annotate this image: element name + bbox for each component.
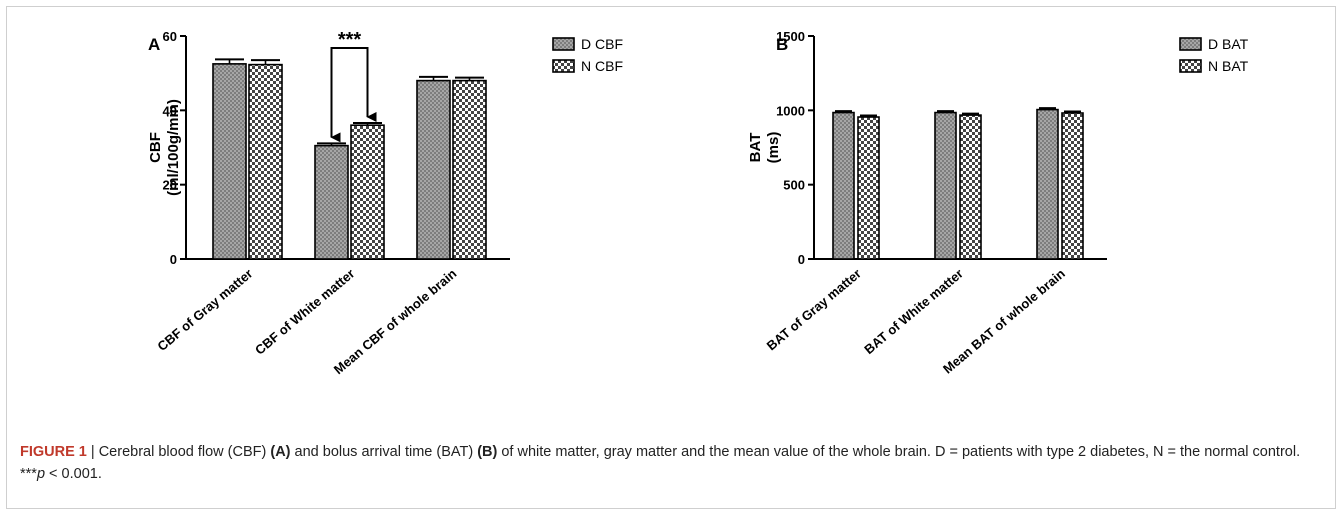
caption-ref-b: (B) bbox=[477, 444, 498, 460]
panel-label: A bbox=[148, 35, 160, 54]
caption-text-2: and bolus arrival time (BAT) bbox=[290, 444, 478, 460]
legend-swatch bbox=[1179, 37, 1202, 51]
x-tick-label: BAT of White matter bbox=[861, 266, 966, 357]
y-tick-label: 0 bbox=[170, 252, 177, 267]
bar bbox=[934, 111, 957, 260]
legend-swatch bbox=[552, 37, 575, 51]
panel-label: B bbox=[776, 35, 788, 54]
bar bbox=[452, 79, 487, 260]
caption-text-3: of white matter, gray matter and the mea… bbox=[20, 444, 1301, 482]
x-tick-label: CBF of Gray matter bbox=[154, 266, 255, 354]
bar bbox=[416, 79, 451, 260]
bar bbox=[212, 63, 247, 260]
bar bbox=[350, 124, 385, 260]
legend-swatch bbox=[552, 59, 575, 73]
y-axis-unit-label: (ms) bbox=[765, 132, 782, 164]
caption-p-symbol: p bbox=[36, 466, 46, 482]
caption-text-1: Cerebral blood flow (CBF) bbox=[98, 444, 271, 460]
caption-figure-label: FIGURE 1 bbox=[20, 444, 87, 460]
panel-b-chart: B 0 500 1000 1500 BAT (ms) BAT of Gray matterBA… bbox=[747, 29, 1249, 376]
y-tick-label: 20 bbox=[163, 178, 177, 193]
figure-caption: FIGURE 1 | Cerebral blood flow (CBF) (A)… bbox=[20, 441, 1320, 485]
caption-text-4: < 0.001. bbox=[45, 466, 102, 482]
caption-ref-a: (A) bbox=[270, 444, 291, 460]
legend-label: D CBF bbox=[581, 36, 623, 52]
figure-frame bbox=[6, 6, 1336, 509]
figure-charts: A 0 20 40 60 CBF (ml/100g/min) CBF of Gray matt… bbox=[147, 29, 1249, 377]
y-tick-label: 1000 bbox=[776, 103, 805, 118]
legend-swatch bbox=[1179, 59, 1202, 73]
bar bbox=[959, 114, 982, 260]
bar bbox=[1036, 108, 1059, 260]
legend-label: N BAT bbox=[1208, 58, 1249, 74]
x-tick-label: CBF of White matter bbox=[252, 266, 357, 358]
bar bbox=[248, 63, 283, 260]
bar bbox=[1061, 112, 1084, 260]
panel-a-chart: A 0 20 40 60 CBF (ml/100g/min) CBF of Gray matt… bbox=[147, 29, 623, 377]
legend-label: D BAT bbox=[1208, 36, 1249, 52]
legend-label: N CBF bbox=[581, 58, 623, 74]
bar bbox=[832, 111, 855, 260]
x-tick-label: BAT of Gray matter bbox=[764, 266, 864, 353]
caption-separator: | bbox=[86, 444, 99, 460]
bar bbox=[314, 144, 349, 260]
y-axis-label: BAT bbox=[747, 133, 764, 163]
y-tick-label: 40 bbox=[163, 103, 177, 118]
significance-label: *** bbox=[338, 29, 362, 51]
significance-bracket bbox=[330, 47, 377, 138]
y-tick-label: 0 bbox=[798, 252, 805, 267]
y-tick-label: 60 bbox=[163, 29, 177, 44]
y-tick-label: 500 bbox=[783, 178, 805, 193]
y-tick-label: 1500 bbox=[776, 29, 805, 44]
y-axis-unit-label: (ml/100g/min) bbox=[165, 99, 182, 196]
bar bbox=[857, 116, 880, 260]
y-axis-label: CBF bbox=[147, 132, 164, 163]
